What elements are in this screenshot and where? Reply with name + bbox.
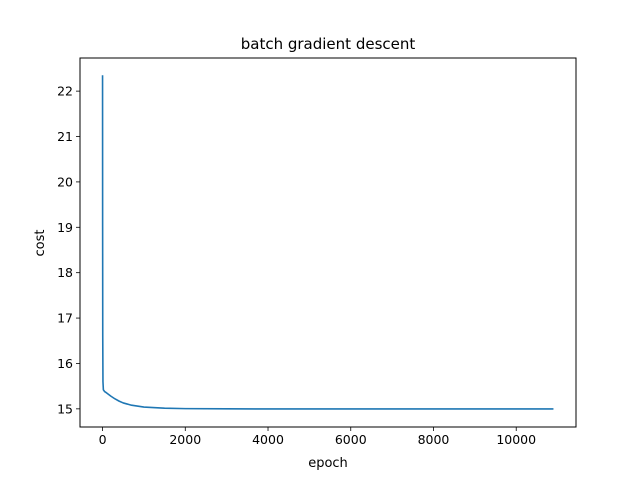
y-axis-label: cost [33,230,48,257]
x-tick-label: 8000 [418,432,450,447]
x-axis-label: epoch [308,456,348,471]
x-tick-label: 10000 [496,432,536,447]
x-tick-label: 2000 [169,432,201,447]
y-tick-label: 19 [57,220,73,235]
y-tick-label: 22 [57,84,73,99]
y-tick-label: 17 [57,311,73,326]
x-tick-label: 6000 [335,432,367,447]
y-tick-label: 20 [57,174,73,189]
x-tick-label: 4000 [252,432,284,447]
series-line-0 [101,75,554,410]
chart-title: batch gradient descent [241,35,416,53]
y-tick-label: 15 [57,401,73,416]
axes-frame [79,57,577,428]
y-tick-label: 18 [57,265,73,280]
x-tick-label: 0 [99,432,107,447]
y-tick-label: 16 [57,356,73,371]
y-tick-label: 21 [57,129,73,144]
